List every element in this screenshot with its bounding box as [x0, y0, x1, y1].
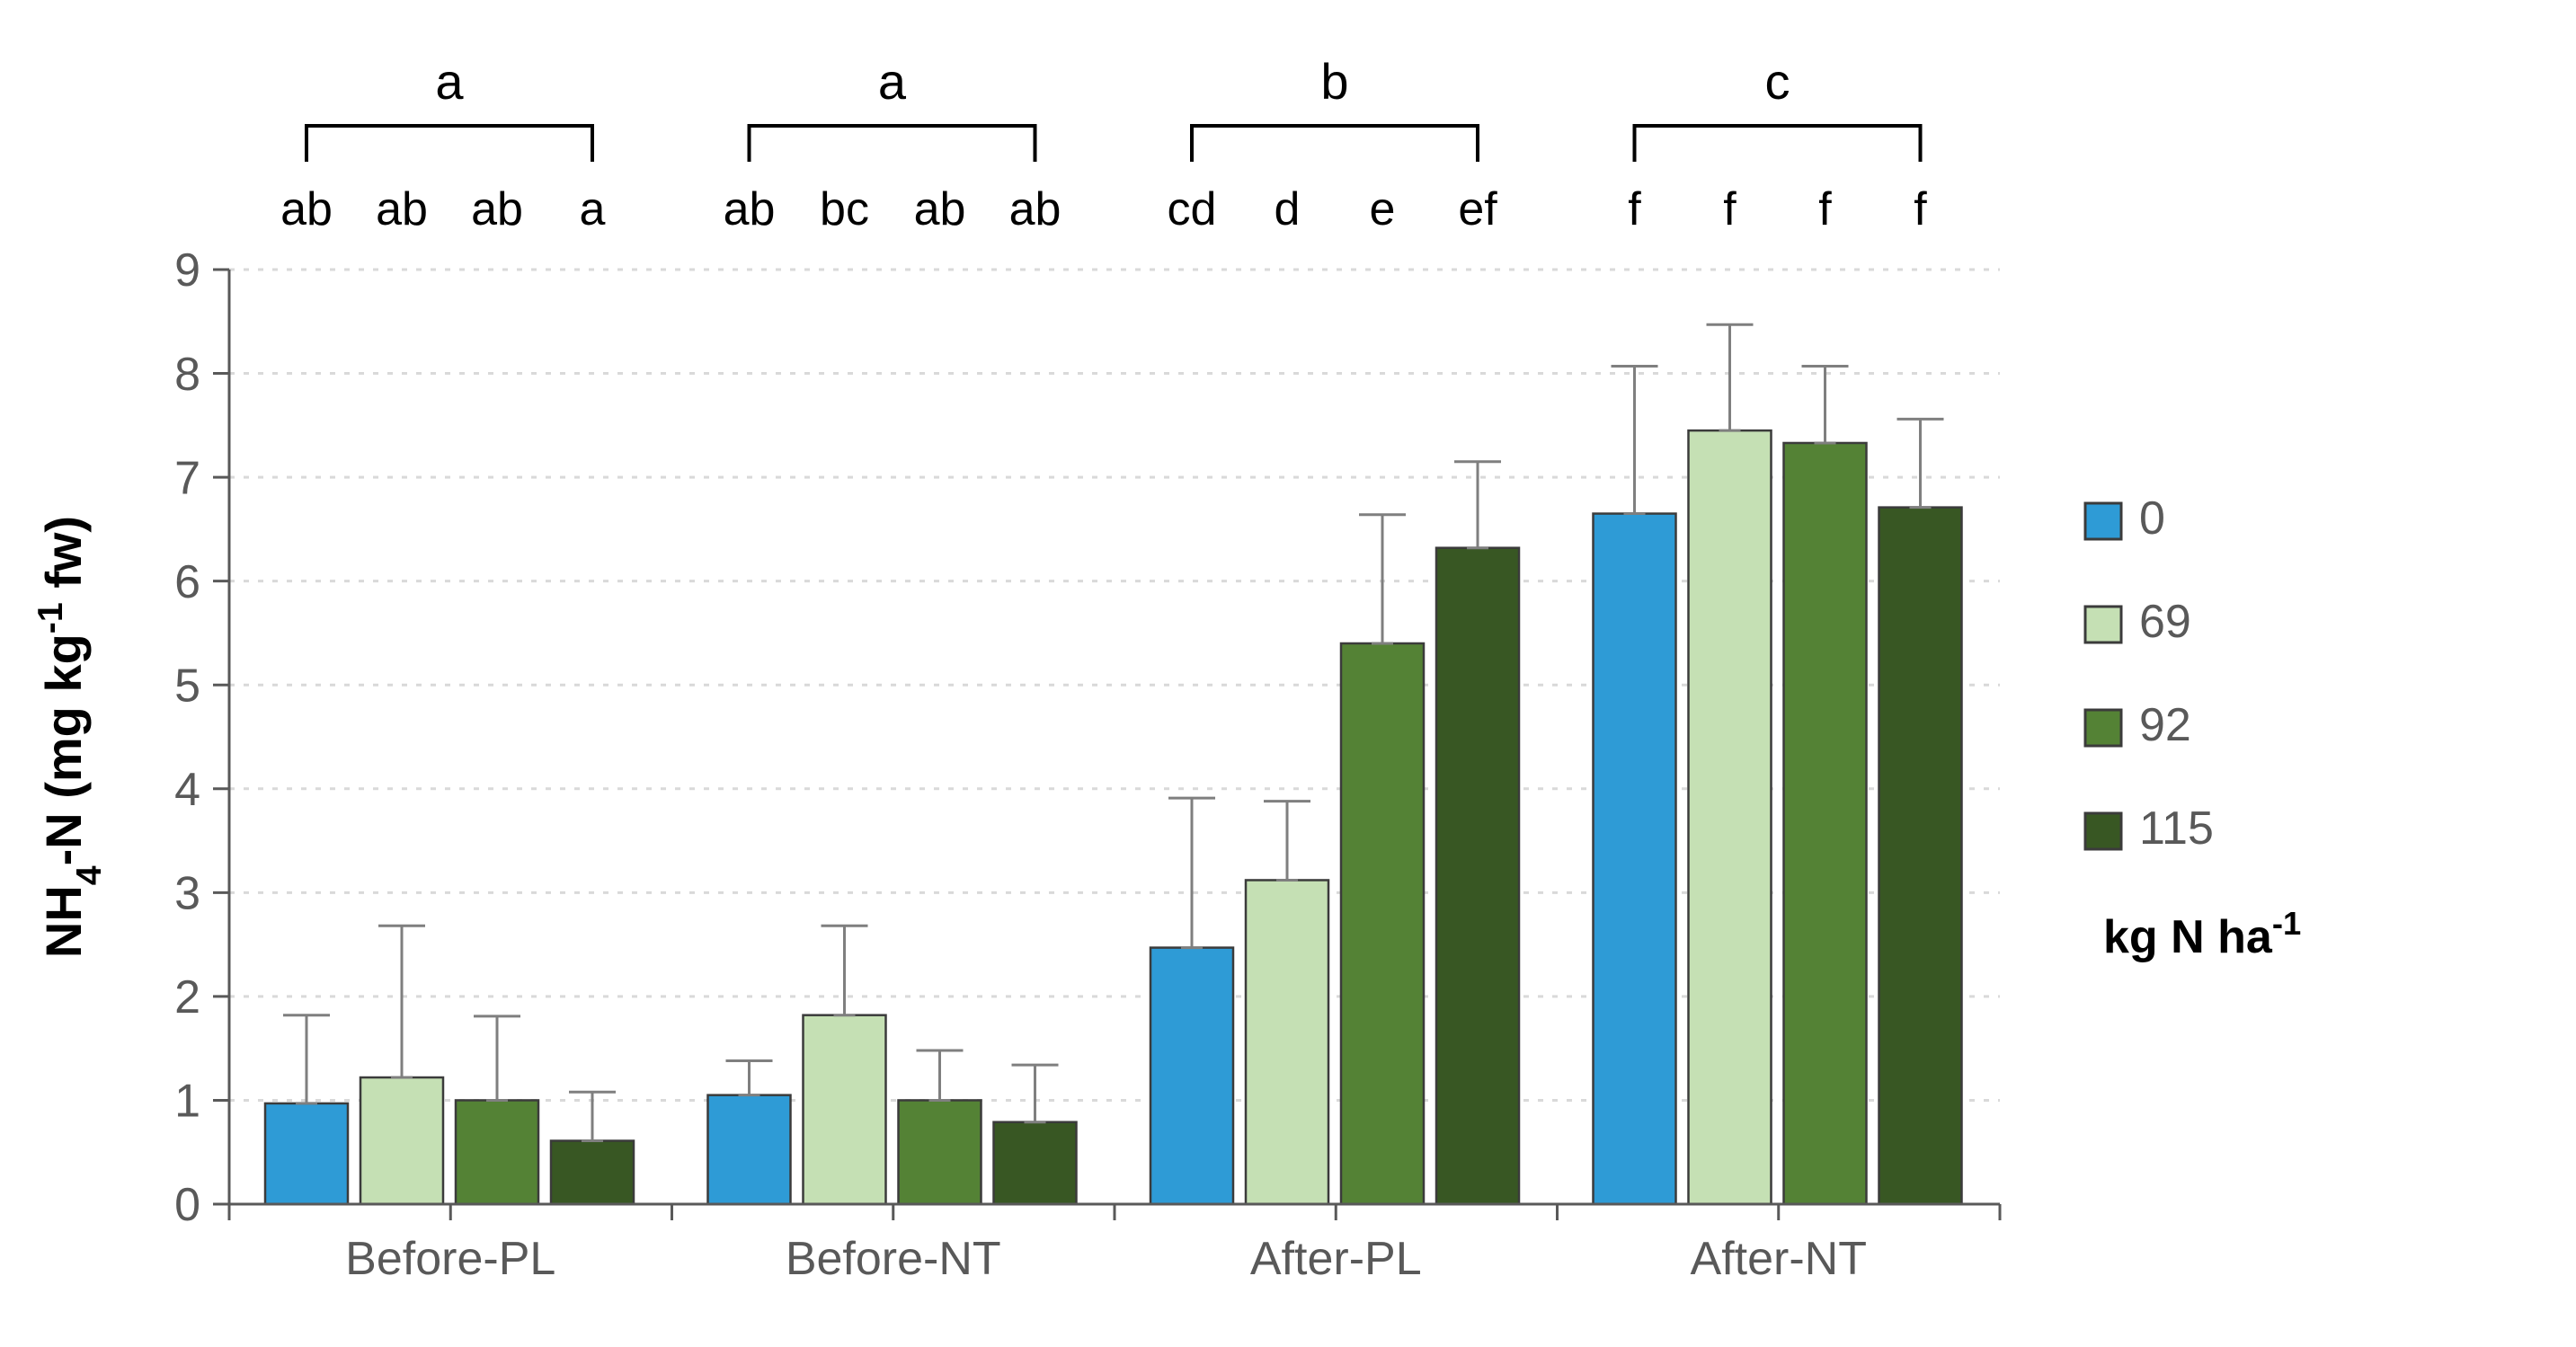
chart-svg: abababaabbcababcddeefffffaBefore-PLaBefo… — [0, 0, 2576, 1347]
legend-label: 69 — [2139, 596, 2191, 648]
bar-sig-letter: ab — [471, 183, 523, 235]
bar — [804, 1015, 886, 1204]
y-tick-label: 9 — [174, 244, 200, 297]
y-tick-label: 6 — [174, 556, 200, 608]
y-tick-label: 2 — [174, 971, 200, 1024]
bar-sig-letter: d — [1275, 183, 1301, 235]
legend-label: 0 — [2139, 492, 2165, 545]
group-bracket — [306, 126, 592, 162]
bar-sig-letter: ab — [376, 183, 428, 235]
bars — [265, 430, 1962, 1204]
bar — [1150, 948, 1233, 1204]
y-tick-label: 0 — [174, 1179, 200, 1231]
x-category-label: After-PL — [1250, 1233, 1422, 1285]
legend-label: 115 — [2139, 802, 2214, 855]
x-category-label: After-NT — [1691, 1233, 1867, 1285]
bar-sig-letter: ef — [1458, 183, 1497, 235]
bar — [708, 1095, 791, 1204]
bar-sig-letter: a — [580, 183, 606, 235]
bar — [1594, 514, 1676, 1204]
legend-swatch — [2085, 503, 2121, 539]
legend-swatch — [2085, 710, 2121, 746]
bar — [1879, 508, 1962, 1204]
bar-sig-letter: cd — [1168, 183, 1217, 235]
y-tick-label: 8 — [174, 349, 200, 401]
group-bracket — [1192, 126, 1478, 162]
bar-sig-letter: ab — [280, 183, 333, 235]
bar — [551, 1141, 634, 1204]
bar — [456, 1100, 538, 1204]
y-tick-label: 3 — [174, 868, 200, 920]
bar — [994, 1122, 1077, 1204]
bar — [1246, 880, 1328, 1204]
bar — [1689, 430, 1772, 1204]
bar — [360, 1077, 443, 1204]
bar-sig-letter: ab — [914, 183, 966, 235]
bar — [1784, 443, 1867, 1204]
x-category-label: Before-NT — [786, 1233, 1001, 1285]
legend-swatch — [2085, 607, 2121, 642]
group-sig-letter: b — [1320, 53, 1348, 110]
x-category-label: Before-PL — [345, 1233, 555, 1285]
bar-sig-letter: bc — [820, 183, 869, 235]
bar-sig-letter: ab — [724, 183, 776, 235]
group-bracket — [750, 126, 1035, 162]
bar — [1341, 643, 1424, 1204]
group-bracket — [1635, 126, 1921, 162]
group-sig-letter: c — [1765, 53, 1790, 110]
bar-sig-letter: f — [1628, 183, 1641, 235]
y-tick-label: 5 — [174, 660, 200, 712]
bar-letters: abababaabbcababcddeefffff — [280, 183, 1927, 235]
y-axis-label: NH4-N (mg kg-1 fw) — [31, 516, 109, 958]
y-tick-label: 7 — [174, 452, 200, 504]
legend-label: 92 — [2139, 699, 2191, 751]
legend: 0 69 92 115 kg N ha-1 — [2085, 492, 2301, 963]
bar-sig-letter: ab — [1009, 183, 1061, 235]
bar-sig-letter: f — [1723, 183, 1737, 235]
bar-sig-letter: e — [1370, 183, 1396, 235]
legend-unit: kg N ha-1 — [2103, 905, 2301, 964]
y-tick-label: 1 — [174, 1076, 200, 1128]
legend-swatch — [2085, 813, 2121, 849]
bar — [899, 1100, 982, 1204]
bar-sig-letter: f — [1914, 183, 1927, 235]
group-sig-letter: a — [435, 53, 464, 110]
bar-sig-letter: f — [1818, 183, 1832, 235]
group-sig-letter: a — [878, 53, 907, 110]
nh4-bar-chart: abababaabbcababcddeefffffaBefore-PLaBefo… — [0, 0, 2576, 1347]
y-tick-label: 4 — [174, 764, 200, 816]
bar — [265, 1103, 348, 1204]
bar — [1436, 548, 1519, 1204]
